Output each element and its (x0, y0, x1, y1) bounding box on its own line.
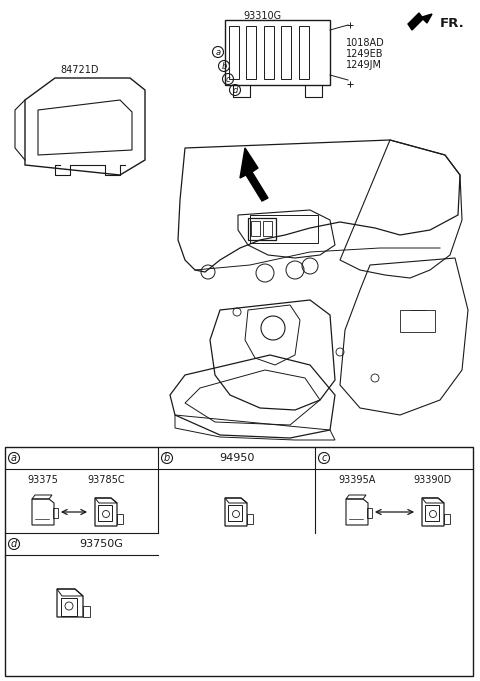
Text: 93750G: 93750G (80, 539, 123, 549)
Text: d: d (11, 539, 17, 550)
Text: b: b (164, 454, 170, 463)
Bar (5, 447, 473, 676)
Bar (425, 505, 439, 521)
Text: 93375: 93375 (27, 475, 59, 485)
Bar (299, 26, 309, 79)
Bar (264, 26, 274, 79)
Bar (117, 514, 123, 524)
Text: 93310G: 93310G (243, 11, 281, 21)
Polygon shape (240, 148, 268, 201)
Bar (400, 310, 435, 332)
Text: 1018AD: 1018AD (346, 38, 385, 48)
Bar (246, 26, 256, 79)
Bar (367, 508, 372, 518)
Text: 93785C: 93785C (87, 475, 125, 485)
Bar (98, 505, 112, 521)
Text: 84721D: 84721D (61, 65, 99, 75)
Bar (228, 505, 242, 521)
Text: 93390D: 93390D (414, 475, 452, 485)
Bar (83, 606, 90, 617)
Text: a: a (11, 454, 17, 463)
Polygon shape (408, 13, 432, 30)
Bar (53, 508, 58, 518)
Bar (61, 598, 77, 616)
Text: 93395A: 93395A (338, 475, 376, 485)
Text: 1249EB: 1249EB (346, 49, 384, 59)
Text: c: c (226, 75, 230, 84)
Bar (251, 221, 260, 236)
Text: c: c (321, 454, 327, 463)
Text: a: a (216, 48, 221, 57)
Bar (444, 514, 450, 524)
Bar (250, 215, 318, 243)
Bar (281, 26, 291, 79)
Text: b: b (221, 62, 227, 71)
Bar (247, 514, 253, 524)
Bar (248, 218, 276, 240)
Text: FR.: FR. (440, 17, 465, 30)
Bar (263, 221, 272, 236)
Bar (225, 20, 330, 85)
Bar (229, 26, 239, 79)
Text: d: d (232, 86, 238, 95)
Text: 94950: 94950 (219, 453, 254, 463)
Text: 1249JM: 1249JM (346, 60, 382, 70)
